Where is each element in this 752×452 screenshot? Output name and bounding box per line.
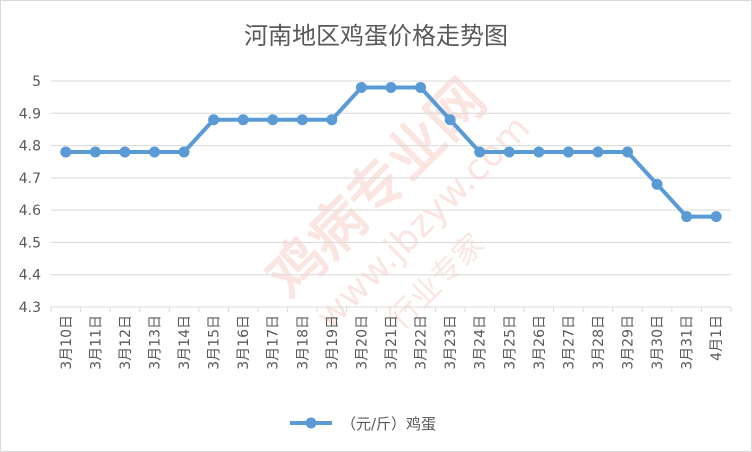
x-tick-label: 3月16日 [236,315,252,370]
x-tick-label: 3月25日 [502,315,518,370]
y-tick-label: 4.8 [19,139,41,155]
y-tick-label: 4.3 [19,300,41,316]
x-tick-label: 3月22日 [414,315,430,370]
data-point [622,146,634,158]
data-point [208,114,220,126]
data-point [503,146,515,158]
y-tick-label: 4.6 [19,203,41,219]
data-point [355,81,367,93]
x-tick-label: 3月23日 [443,315,459,370]
series-line-group [60,81,722,223]
x-tick-label: 3月14日 [177,315,193,370]
legend-label: （元/斤）鸡蛋 [341,415,436,433]
data-point [296,114,308,126]
y-tick-label: 4.7 [19,171,41,187]
legend-marker-swatch [305,417,317,429]
data-point [710,211,722,223]
data-point [237,114,249,126]
y-tick-label: 4.9 [19,106,41,122]
data-point [415,81,427,93]
data-point [178,146,190,158]
data-point [267,114,279,126]
y-axis-ticks: 4.3 4.4 4.5 4.6 4.7 4.8 4.9 5 [19,74,41,316]
x-tick-label: 3月28日 [591,315,607,370]
x-tick-label: 3月30日 [650,315,666,370]
data-point [651,178,663,190]
x-tick-label: 3月26日 [532,315,548,370]
data-point [89,146,101,158]
x-axis: 3月10日 3月11日 3月12日 3月13日 3月14日 3月15日 3月16日 3月17日… [50,307,732,370]
x-tick-label: 3月29日 [621,315,637,370]
grid-lines [51,80,731,308]
x-tick-label: 3月12日 [118,315,134,370]
watermark: 鸡病专业网 www.jbzyw.com 行业专家 [255,67,538,337]
x-tick-label: 3月17日 [266,315,282,370]
legend: （元/斤）鸡蛋 [290,415,436,433]
chart-title: 河南地区鸡蛋价格走势图 [244,22,508,50]
data-point [562,146,574,158]
x-tick-label: 3月21日 [384,315,400,370]
data-point [444,114,456,126]
data-point [148,146,160,158]
x-tick-label: 3月19日 [325,315,341,370]
data-point [326,114,338,126]
data-point [474,146,486,158]
y-tick-label: 4.5 [19,235,41,251]
data-point [119,146,131,158]
data-point [60,146,72,158]
x-tick-label: 3月11日 [88,315,104,370]
y-tick-label: 4.4 [19,268,41,284]
data-point [533,146,545,158]
y-tick-label: 5 [32,74,41,90]
x-tick-label: 3月10日 [59,315,75,370]
x-tick-label: 3月27日 [561,315,577,370]
x-tick-label: 4月1日 [709,315,725,361]
x-tick-label: 3月31日 [680,315,696,370]
x-tick-label: 3月13日 [147,315,163,370]
x-tick-label: 3月24日 [473,315,489,370]
data-point [385,81,397,93]
x-tick-label: 3月20日 [354,315,370,370]
x-tick-label: 3月15日 [207,315,223,370]
data-point [681,211,693,223]
data-point [592,146,604,158]
x-tick-label: 3月18日 [295,315,311,370]
